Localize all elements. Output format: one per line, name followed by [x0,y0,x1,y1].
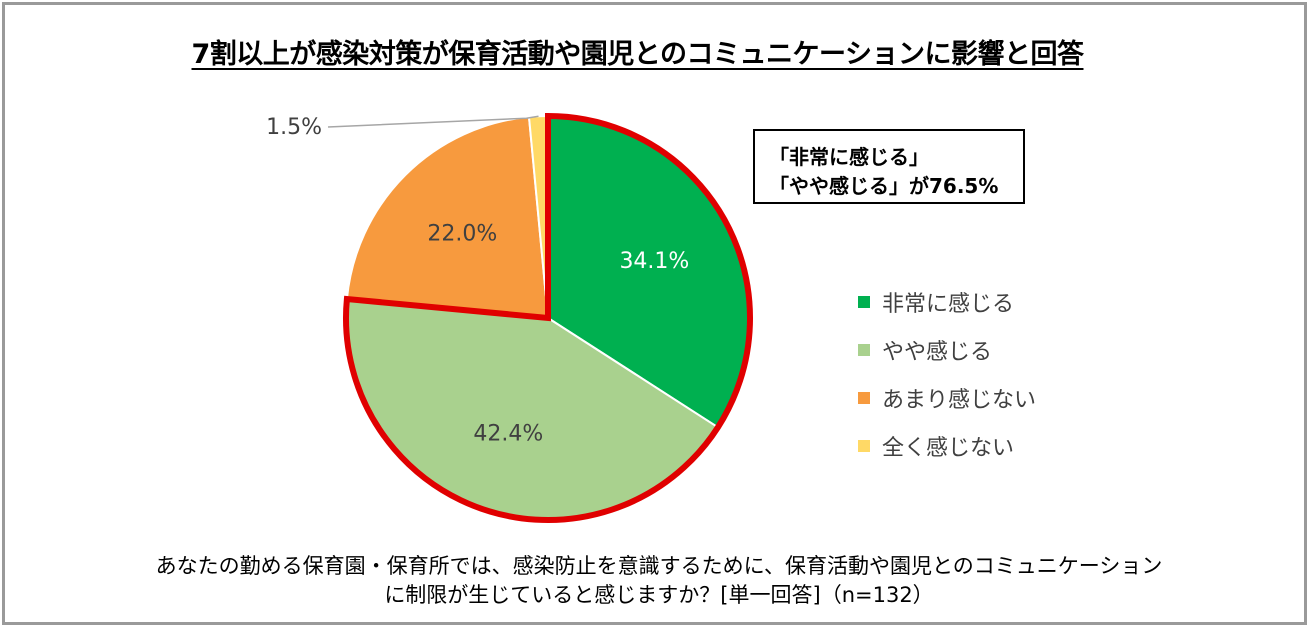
pie-data-label: 34.1% [619,249,689,274]
chart-legend: 非常に感じる やや感じる あまり感じない 全く感じない [858,278,1036,470]
legend-swatch [858,296,870,308]
callout-line-2: 「やや感じる」が76.5% [769,174,999,198]
pie-data-label: 1.5% [266,115,322,140]
legend-item: あまり感じない [858,374,1036,422]
legend-label: 非常に感じる [882,292,1015,317]
legend-label: やや感じる [882,340,993,365]
legend-item: 非常に感じる [858,278,1036,326]
legend-swatch [858,392,870,404]
pie-data-label: 22.0% [427,221,497,246]
survey-question-caption: あなたの勤める保育園・保育所では、感染防止を意識するために、保育活動や園児とのコ… [0,552,1315,610]
legend-swatch [858,344,870,356]
highlight-outline [343,112,753,523]
pie-data-label: 42.4% [473,422,543,447]
summary-callout: 「非常に感じる」 「やや感じる」が76.5% [753,129,1025,204]
pie-labels: 34.1% 42.4% 22.0% 1.5% [266,115,689,447]
caption-line-1: あなたの勤める保育園・保育所では、感染防止を意識するために、保育活動や園児とのコ… [155,554,1163,578]
pie-slice [345,115,550,320]
highlight-outline-path [343,112,753,523]
caption-line-2: に制限が生じていると感じますか？[単一回答]（n=132） [384,583,934,607]
legend-label: あまり感じない [882,388,1037,413]
leader-line [327,115,539,128]
pie-slices [345,114,751,521]
legend-item: 全く感じない [858,422,1036,470]
legend-swatch [858,440,870,452]
chart-title: 7割以上が感染対策が保育活動や園児とのコミュニケーションに影響と回答 [191,39,1084,70]
callout-line-1: 「非常に感じる」 [769,145,929,169]
legend-item: やや感じる [858,326,1036,374]
legend-label: 全く感じない [882,436,1015,461]
